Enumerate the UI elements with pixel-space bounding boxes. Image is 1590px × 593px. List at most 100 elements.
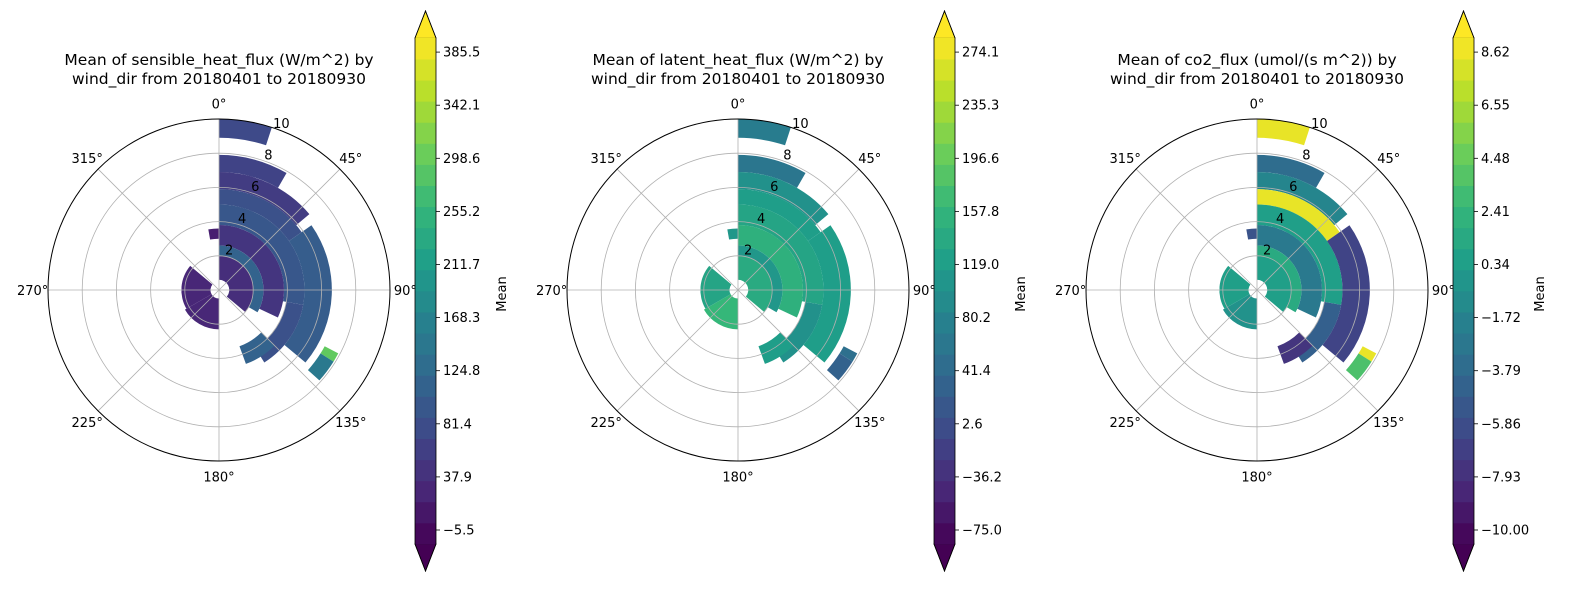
colorbar-segment: [934, 269, 955, 292]
colorbar-segment: [1453, 480, 1474, 503]
colorbar-segment: [934, 143, 955, 165]
heat-sector: [1257, 119, 1310, 146]
colorbar-tick-label: 211.7: [443, 258, 480, 273]
colorbar-segment: [415, 269, 436, 292]
heat-sector: [738, 119, 791, 146]
chart-title: Mean of co2_flux (umol/(s m^2)) by wind_…: [1109, 51, 1405, 88]
colorbar-segment: [415, 438, 436, 461]
colorbar-segment: [934, 480, 955, 503]
colorbar-segment: [415, 501, 436, 524]
colorbar-segment: [934, 459, 955, 482]
angle-tick-label: 135°: [854, 416, 885, 431]
colorbar-segment: [415, 332, 436, 355]
angle-tick-label: 315°: [591, 152, 622, 167]
angular-gridline: [1135, 168, 1258, 291]
colorbar-tick-label: 80.2: [962, 311, 991, 326]
heat-sector: [284, 225, 332, 363]
angle-tick-label: 270°: [17, 284, 48, 299]
heat-sector: [219, 154, 287, 188]
colorbar-segment: [1453, 374, 1474, 397]
heat-sector: [219, 119, 272, 146]
colorbar-segment: [1453, 185, 1474, 208]
colorbar-tick-label: −75.0: [962, 524, 1002, 539]
heat-sector: [1257, 245, 1302, 313]
colorbar-segment: [1453, 522, 1474, 545]
colorbar-segment: [415, 522, 436, 545]
colorbar-extend-max: [414, 9, 437, 39]
polar-chart: 2 4 6 8 10 0° 45° 90° 135° 180° 225° 270° 315° −5.5 37…: [17, 9, 510, 573]
angle-tick-label: 225°: [591, 416, 622, 431]
colorbar-segment: [415, 459, 436, 482]
heat-sector: [738, 225, 803, 318]
colorbar-segment: [1453, 143, 1474, 165]
heat-sector: [803, 225, 851, 363]
polar-spine: [47, 118, 391, 462]
angle-tick-label: 90°: [913, 284, 936, 299]
radial-tick-label: 6: [251, 180, 259, 195]
angle-tick-label: 270°: [536, 284, 567, 299]
colorbar-segment: [415, 227, 436, 250]
colorbar-segment: [934, 206, 955, 229]
colorbar-tick-label: 6.55: [1481, 99, 1510, 114]
heat-sector: [1257, 225, 1322, 318]
colorbar-segment: [1453, 269, 1474, 292]
heat-sector: [219, 204, 305, 305]
angle-tick-label: 0°: [212, 98, 227, 113]
angle-tick-label: 180°: [203, 470, 234, 485]
colorbar-extend-min: [1452, 543, 1475, 573]
heat-sector: [1257, 172, 1348, 226]
radial-tick-label: 6: [770, 180, 778, 195]
radial-tick-label: 2: [1263, 243, 1271, 258]
chart-title: Mean of latent_heat_flux (W/m^2) by wind…: [590, 51, 886, 88]
colorbar-segment: [1453, 100, 1474, 123]
heat-sector: [219, 255, 254, 312]
angle-tick-label: 180°: [1241, 470, 1272, 485]
colorbar-segment: [415, 374, 436, 397]
colorbar-segment: [415, 121, 436, 144]
colorbar-segment: [1453, 164, 1474, 186]
heat-sector: [738, 204, 824, 305]
colorbar-tick-label: 168.3: [443, 311, 480, 326]
colorbar-segment: [415, 143, 436, 165]
heat-sector: [219, 245, 264, 313]
heat-sector: [320, 346, 339, 362]
colorbar-segment: [1453, 311, 1474, 334]
heat-sector: [1222, 294, 1257, 330]
colorbar-tick-label: 342.1: [443, 99, 480, 114]
colorbar-segment: [1453, 459, 1474, 482]
colorbar-segment: [934, 290, 955, 313]
angular-gridline: [737, 168, 860, 291]
radial-tick-label: 6: [1289, 180, 1297, 195]
heat-sector: [1257, 204, 1343, 305]
colorbar-tick-label: −1.72: [1481, 311, 1521, 326]
angle-tick-label: 315°: [1110, 152, 1141, 167]
colorbar-tick-label: 41.4: [962, 364, 991, 379]
angular-gridline: [616, 168, 739, 291]
heat-sector: [307, 353, 334, 381]
colorbar-segment: [415, 185, 436, 208]
colorbar-segment: [934, 353, 955, 376]
colorbar-segment: [934, 164, 955, 186]
heat-sector: [700, 265, 732, 309]
colorbar-segment: [934, 37, 955, 60]
radial-tick-label: 4: [757, 212, 765, 227]
colorbar-label: Mean: [1533, 276, 1548, 311]
heat-sector: [181, 265, 213, 309]
angular-gridline: [1135, 289, 1258, 412]
colorbar-tick-label: −5.5: [443, 524, 475, 539]
colorbar-segment: [415, 417, 436, 439]
colorbar-tick-label: −36.2: [962, 470, 1002, 485]
angle-tick-label: 135°: [1373, 416, 1404, 431]
heat-sector: [1257, 255, 1292, 312]
colorbar-segment: [934, 311, 955, 334]
angle-tick-label: 0°: [1250, 98, 1265, 113]
radial-tick-label: 8: [264, 149, 272, 164]
radial-tick-label: 8: [783, 149, 791, 164]
angular-gridline: [1256, 289, 1379, 412]
colorbar-tick-label: 274.1: [962, 46, 999, 61]
polar-spine: [566, 118, 910, 462]
colorbar-segment: [1453, 353, 1474, 376]
heat-sector: [219, 172, 310, 226]
colorbar-segment: [415, 37, 436, 60]
heat-sector: [826, 353, 853, 381]
